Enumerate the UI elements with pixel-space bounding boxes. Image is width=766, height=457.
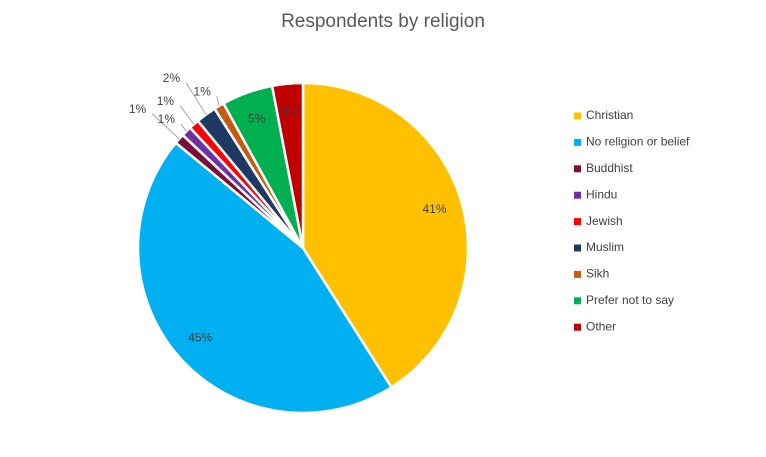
legend-swatch xyxy=(574,297,581,305)
legend-swatch xyxy=(574,323,581,331)
data-label: 1% xyxy=(194,84,212,98)
leader-line xyxy=(179,105,195,125)
data-label: 5% xyxy=(248,111,266,125)
legend-swatch xyxy=(574,165,581,173)
leader-line xyxy=(185,82,207,115)
legend-label: Muslim xyxy=(586,240,624,254)
chart-title: Respondents by religion xyxy=(281,11,485,32)
legend-label: Other xyxy=(586,319,616,333)
legend-label: Hindu xyxy=(586,187,617,201)
legend-swatch xyxy=(574,138,581,146)
legend-swatch xyxy=(574,218,581,226)
leader-line xyxy=(151,113,180,140)
data-label: 1% xyxy=(129,102,147,116)
legend-label: Prefer not to say xyxy=(586,293,674,307)
legend-label: Buddhist xyxy=(586,161,633,175)
data-label: 45% xyxy=(188,331,212,345)
legend-swatch xyxy=(574,244,581,252)
legend-label: Sikh xyxy=(586,267,609,281)
data-label: 41% xyxy=(422,202,446,216)
legend-swatch xyxy=(574,112,581,120)
data-label: 3% xyxy=(281,104,299,118)
pie-slice xyxy=(136,141,394,415)
legend-label: Christian xyxy=(586,108,633,122)
leader-line xyxy=(180,123,187,132)
data-label: 1% xyxy=(158,112,176,126)
leader-line xyxy=(216,96,220,107)
legend-label: No religion or belief xyxy=(586,135,690,149)
data-label: 1% xyxy=(157,94,175,108)
data-label: 2% xyxy=(163,71,181,85)
pie-slice xyxy=(270,81,305,249)
legend-label: Jewish xyxy=(586,214,623,228)
legend-swatch xyxy=(574,270,581,278)
legend-swatch xyxy=(574,191,581,199)
